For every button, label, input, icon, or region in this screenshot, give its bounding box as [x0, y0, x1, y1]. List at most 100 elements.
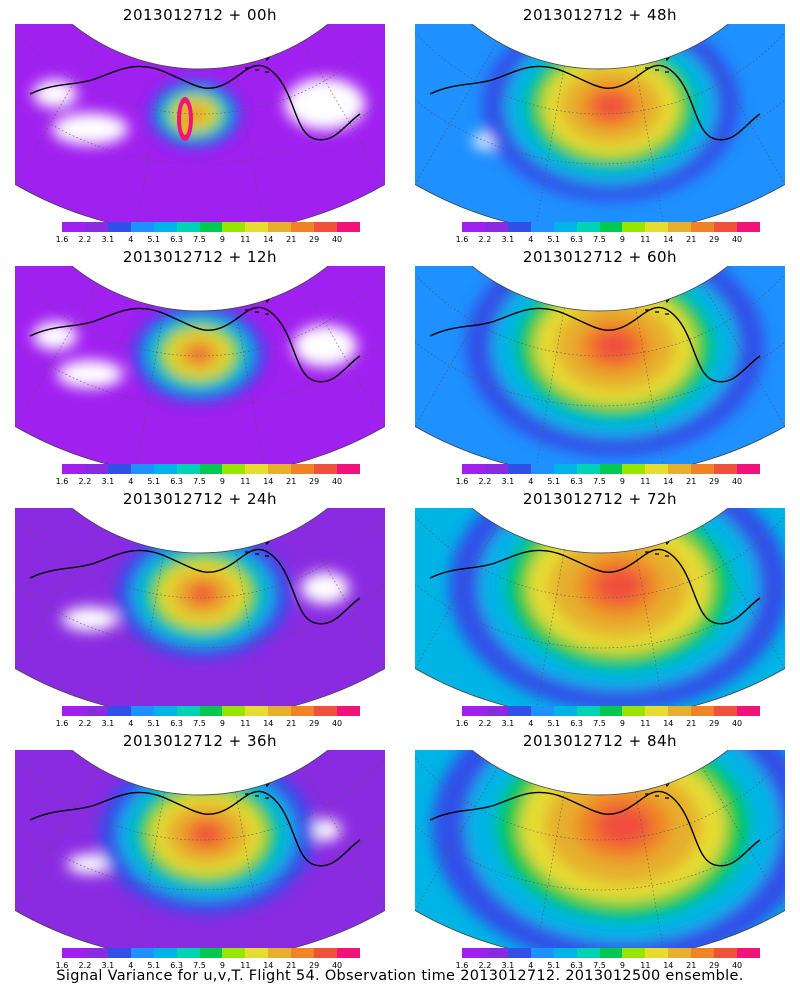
colorbar-tick-label: 21 [686, 719, 697, 728]
colorbar-tick-label: 6.3 [570, 719, 583, 728]
variance-map [15, 508, 385, 708]
colorbar-swatch [462, 222, 486, 232]
forecast-panel: 2013012712 + 24h 1.6 2.2 3.1 4 5.1 6.3 7.5 9 11 14… [0, 484, 400, 728]
colorbar [62, 948, 361, 958]
panel-title: 2013012712 + 48h [522, 6, 678, 24]
colorbar-tick-label: 1.6 [455, 961, 469, 970]
colorbar-tick-label: 4 [128, 235, 134, 244]
colorbar-tick-label: 11 [640, 235, 651, 244]
colorbar-tick-label: 9 [619, 719, 625, 728]
colorbar-tick-label: 1.6 [455, 477, 469, 486]
colorbar-tick-label: 7.5 [193, 961, 206, 970]
colorbar-swatch [714, 948, 738, 958]
colorbar-swatch [530, 464, 555, 474]
variance-map [415, 24, 785, 224]
colorbar-tick-label: 9 [219, 961, 225, 970]
colorbar-tick-label: 11 [240, 719, 251, 728]
colorbar-tick-label: 4 [128, 719, 134, 728]
colorbar-swatch [714, 464, 738, 474]
colorbar-swatch [130, 948, 155, 958]
colorbar-swatch [268, 222, 292, 232]
colorbar-tick-label: 9 [219, 719, 225, 728]
colorbar-swatch [176, 464, 201, 474]
colorbar-swatch [691, 222, 715, 232]
colorbar-swatch [737, 222, 761, 232]
colorbar-tick-label: 3.1 [501, 235, 515, 244]
colorbar-tick-label: 3.1 [501, 719, 515, 728]
colorbar-tick-label: 5.1 [547, 235, 561, 244]
panel-title: 2013012712 + 00h [122, 6, 278, 24]
colorbar-swatch [714, 222, 738, 232]
colorbar-tick-label: 4 [128, 477, 134, 486]
colorbar-tick-label: 4 [128, 961, 134, 970]
colorbar-swatch [107, 464, 132, 474]
colorbar-swatch [691, 948, 715, 958]
colorbar-tick-label: 11 [240, 961, 251, 970]
colorbar-swatch [691, 706, 715, 716]
colorbar-tick-label: 4 [528, 961, 534, 970]
colorbar-tick-label: 2.2 [478, 719, 492, 728]
colorbar-tick-label: 6.3 [170, 235, 183, 244]
colorbar-tick-label: 29 [309, 235, 320, 244]
colorbar-tick-label: 29 [709, 961, 720, 970]
colorbar-tick-label: 21 [686, 235, 697, 244]
colorbar-swatch [153, 464, 178, 474]
colorbar-tick-label: 5.1 [547, 477, 561, 486]
colorbar-swatch [176, 948, 201, 958]
colorbar-swatch [553, 948, 578, 958]
colorbar-swatch [130, 464, 155, 474]
colorbar-tick-label: 40 [331, 719, 343, 728]
forecast-panel: 2013012712 + 60h 1.6 2.2 3.1 4 5.1 6.3 7.5 9 11 14… [400, 242, 800, 486]
colorbar-tick-label: 5.1 [547, 719, 561, 728]
panel-title: 2013012712 + 24h [122, 490, 278, 508]
colorbar-tick-label: 7.5 [193, 719, 206, 728]
colorbar-swatch [268, 464, 292, 474]
colorbar [62, 464, 361, 474]
colorbar-tick-label: 11 [240, 477, 251, 486]
colorbar-swatch [62, 706, 86, 716]
colorbar-swatch [176, 706, 201, 716]
colorbar-swatch [576, 948, 601, 958]
colorbar-tick-label: 29 [709, 477, 720, 486]
colorbar-tick-label: 40 [331, 477, 343, 486]
colorbar-tick-label: 2.2 [478, 235, 492, 244]
colorbar-swatch [107, 948, 132, 958]
colorbar-swatch [622, 222, 646, 232]
colorbar-swatch [337, 464, 361, 474]
forecast-panel: 2013012712 + 72h 1.6 2.2 3.1 4 5.1 6.3 7.5 9 11 14… [400, 484, 800, 728]
colorbar-tick-label: 2.2 [78, 961, 92, 970]
colorbar-tick-label: 6.3 [570, 961, 583, 970]
colorbar-swatch [62, 948, 86, 958]
colorbar-swatch [576, 706, 601, 716]
colorbar-tick-label: 9 [619, 477, 625, 486]
colorbar-swatch [62, 464, 86, 474]
colorbar-tick-label: 3.1 [101, 477, 115, 486]
colorbar-tick-label: 7.5 [593, 719, 606, 728]
colorbar-tick-label: 5.1 [147, 477, 161, 486]
colorbar-swatch [622, 464, 646, 474]
colorbar [462, 464, 761, 474]
forecast-panel: 2013012712 + 12h 1.6 2.2 3.1 4 5.1 6.3 7.5 9 11 14… [0, 242, 400, 486]
colorbar-tick-label: 3.1 [501, 961, 515, 970]
colorbar-tick-label: 14 [263, 235, 274, 244]
colorbar-tick-label: 5.1 [147, 235, 161, 244]
colorbar-swatch [507, 222, 532, 232]
colorbar-swatch [576, 222, 601, 232]
colorbar-tick-label: 1.6 [55, 961, 69, 970]
colorbar-swatch [314, 464, 338, 474]
colorbar-tick-label: 40 [731, 719, 743, 728]
colorbar-swatch [484, 948, 509, 958]
colorbar-tick-label: 9 [619, 235, 625, 244]
colorbar-tick-label: 5.1 [547, 961, 561, 970]
colorbar [62, 706, 361, 716]
colorbar-swatch [291, 706, 315, 716]
colorbar-tick-label: 3.1 [101, 719, 115, 728]
colorbar-tick-label: 9 [619, 961, 625, 970]
colorbar-swatch [622, 948, 646, 958]
forecast-panel: 2013012712 + 00h 1.6 2.2 3.1 4 5.1 6.3 7.5 9 11 14… [0, 0, 400, 244]
colorbar-tick-label: 4 [528, 719, 534, 728]
colorbar-tick-label: 40 [731, 477, 743, 486]
colorbar-swatch [599, 948, 623, 958]
panel-title: 2013012712 + 72h [522, 490, 678, 508]
colorbar-swatch [84, 222, 109, 232]
